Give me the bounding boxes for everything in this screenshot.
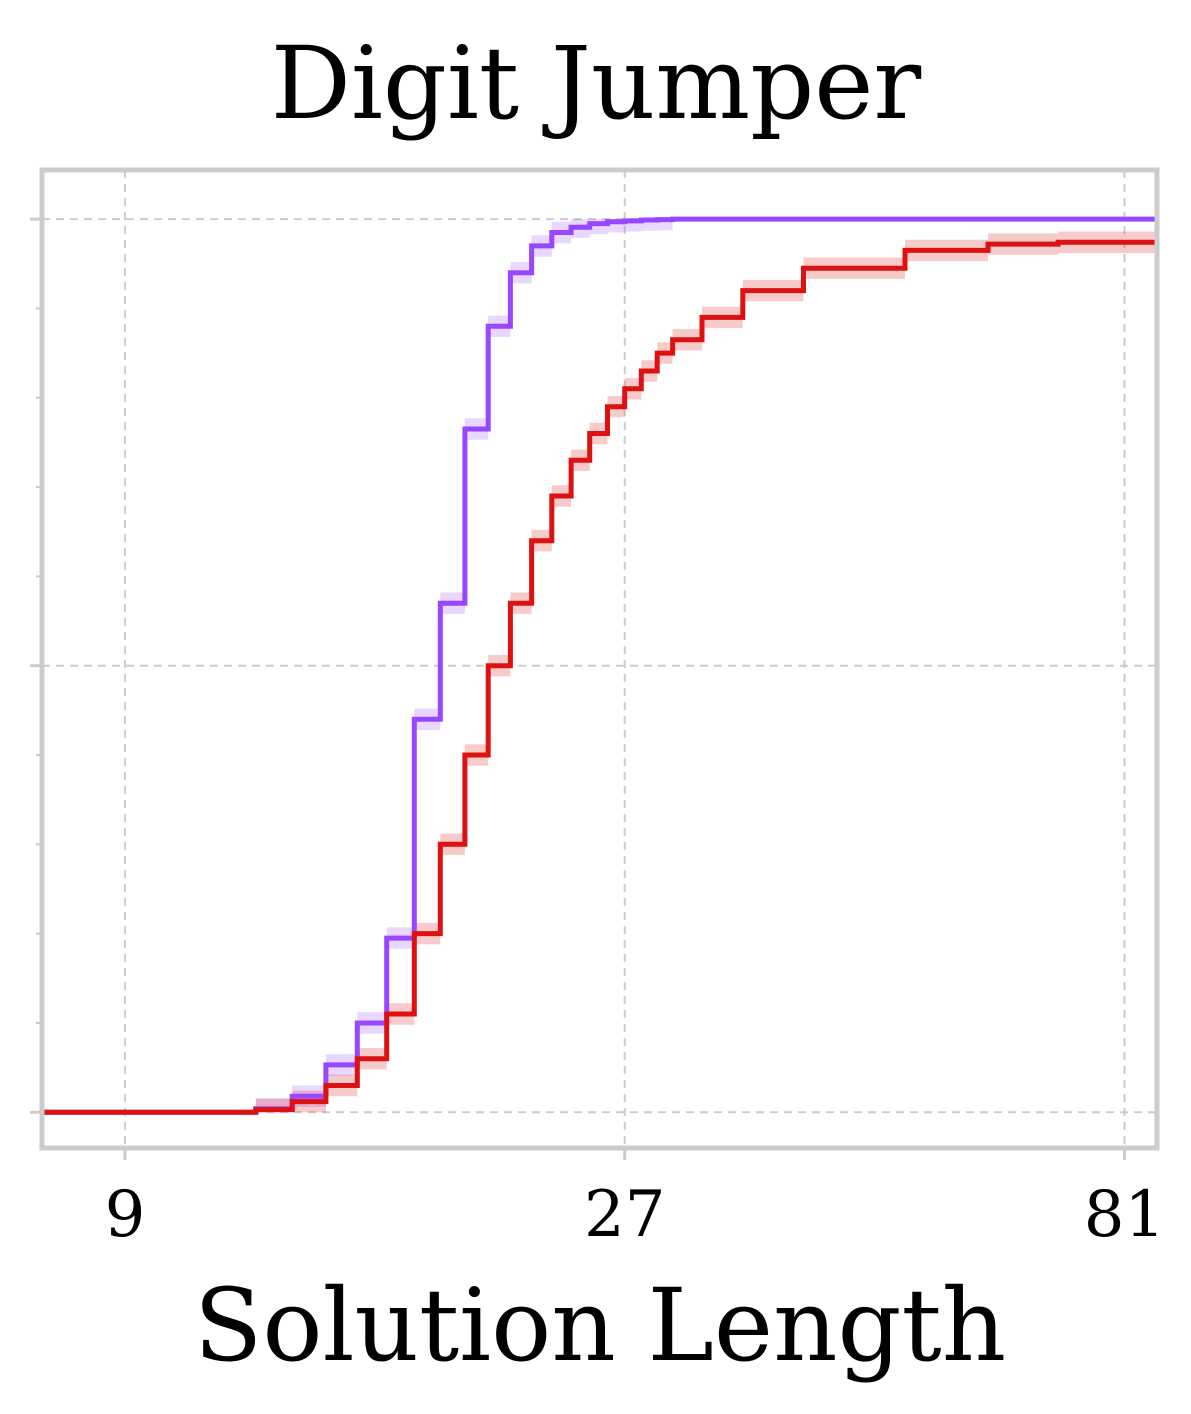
series-lines xyxy=(42,216,1160,1115)
x-tick-labels: 9 27 81 xyxy=(105,1178,1166,1252)
confidence-bands xyxy=(42,219,1157,1113)
series-1-band xyxy=(42,219,1157,1113)
chart-title: Digit Jumper xyxy=(271,25,922,142)
grid-layer xyxy=(42,170,1157,1148)
x-axis-label: Solution Length xyxy=(194,1267,1006,1384)
series-2-line xyxy=(42,239,1160,1115)
plot-frame xyxy=(39,167,1160,1151)
axis-ticks xyxy=(30,217,1126,1160)
x-tick-label: 9 xyxy=(105,1178,146,1252)
x-tick-label: 81 xyxy=(1084,1178,1165,1252)
x-tick-label: 27 xyxy=(584,1178,665,1252)
series-1-line xyxy=(42,216,1157,1115)
series-2-band xyxy=(42,230,1157,1113)
